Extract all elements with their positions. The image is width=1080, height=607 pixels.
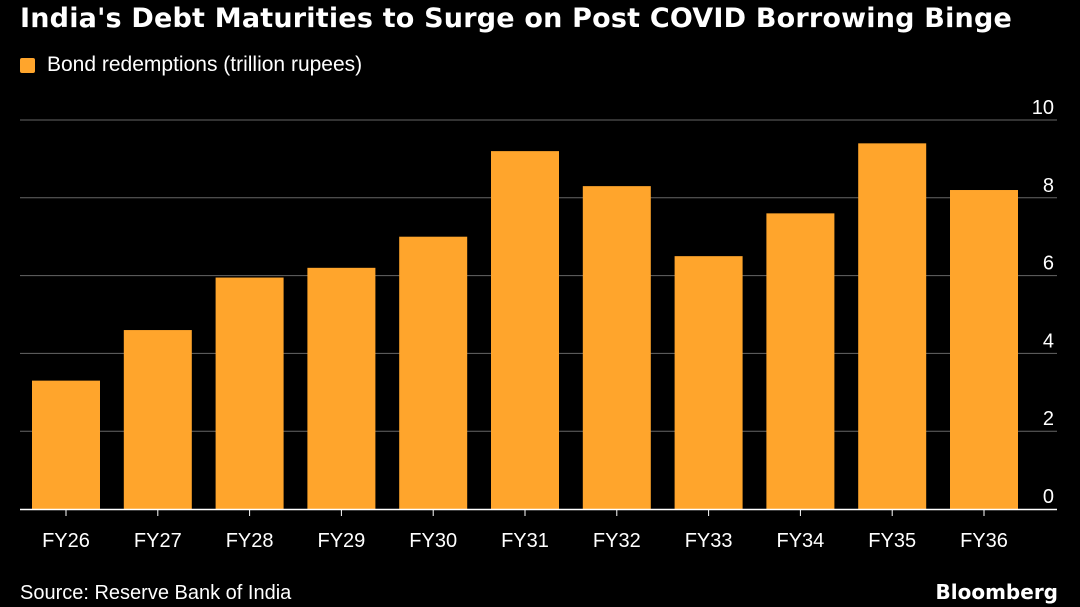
chart-title: India's Debt Maturities to Surge on Post…	[20, 3, 1013, 34]
x-tick-label: FY33	[685, 530, 733, 552]
x-tick-label: FY29	[317, 530, 365, 552]
bloomberg-logo: Bloomberg	[935, 580, 1058, 604]
bar	[215, 277, 284, 509]
bar	[858, 143, 927, 509]
x-tick-label: FY27	[134, 530, 182, 552]
bar	[674, 256, 743, 509]
bar	[32, 380, 100, 509]
x-tick-label: FY26	[42, 530, 90, 552]
bar	[582, 186, 651, 509]
bar	[123, 330, 192, 509]
y-tick-label: 0	[1043, 486, 1054, 508]
bar	[399, 236, 468, 509]
x-tick-label: FY35	[868, 530, 916, 552]
x-tick-label: FY30	[409, 530, 457, 552]
legend-label: Bond redemptions (trillion rupees)	[47, 53, 363, 76]
x-tick-label: FY31	[501, 530, 549, 552]
bar	[766, 213, 835, 510]
y-tick-label: 10	[1032, 97, 1054, 119]
x-tick-label: FY34	[776, 530, 824, 552]
bar	[307, 267, 376, 509]
y-tick-label: 2	[1043, 408, 1054, 430]
y-tick-label: 6	[1043, 253, 1054, 275]
x-tick-label: FY28	[226, 530, 274, 552]
x-tick-label: FY36	[960, 530, 1008, 552]
y-tick-label: 8	[1043, 175, 1054, 197]
y-tick-label: 4	[1043, 330, 1054, 352]
legend: Bond redemptions (trillion rupees)	[20, 53, 362, 77]
x-tick-label: FY32	[593, 530, 641, 552]
bar	[950, 190, 1018, 509]
legend-swatch	[20, 57, 35, 73]
bar	[491, 151, 559, 509]
source-note: Source: Reserve Bank of India	[20, 582, 292, 604]
